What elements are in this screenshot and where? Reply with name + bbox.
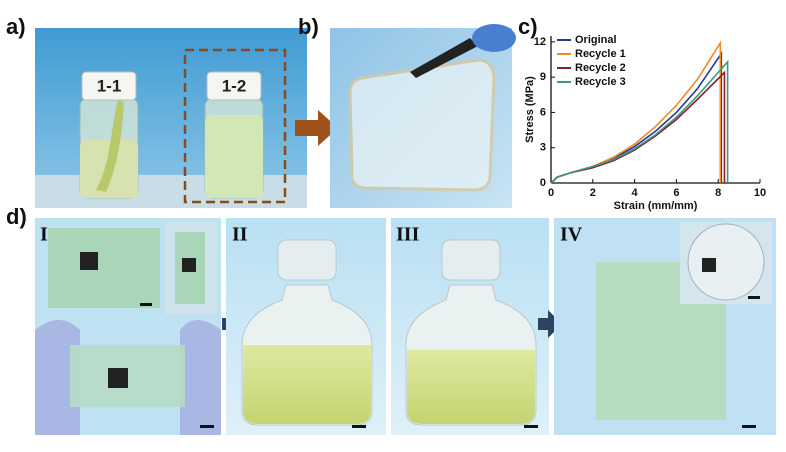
chip [702, 258, 716, 272]
series-line [550, 59, 729, 184]
step-label: IV [560, 224, 583, 246]
y-tick-label: 0 [540, 177, 546, 189]
vial-cap [81, 71, 137, 101]
arrow [538, 310, 562, 338]
bottle-stopper [277, 239, 337, 281]
x-tick-label: 6 [673, 187, 679, 199]
chip [182, 258, 196, 272]
series-line [550, 70, 726, 184]
tweezers [410, 38, 478, 78]
arrow [295, 110, 338, 146]
y-tick-label: 12 [534, 36, 546, 48]
x-tick-label: 8 [715, 187, 721, 199]
vial-label: 1-2 [222, 76, 247, 95]
y-tick-label: 6 [540, 106, 546, 118]
panel-label: a) [6, 14, 26, 39]
x-tick-label: 10 [754, 187, 766, 199]
substrate [48, 228, 160, 308]
panel-label: d) [6, 204, 27, 229]
scale-bar [352, 425, 366, 428]
vial-cap [206, 71, 262, 101]
panel-label: b) [298, 14, 319, 39]
film [96, 100, 124, 192]
legend-label: Original [575, 34, 617, 46]
scale-bar [200, 425, 214, 428]
glove [472, 24, 516, 52]
panel-label: c) [518, 14, 538, 39]
y-tick-label: 9 [540, 71, 546, 83]
x-tick-label: 0 [548, 187, 554, 199]
step-label: I [40, 224, 48, 246]
step-label: II [232, 224, 248, 246]
scale-bar [524, 425, 538, 428]
legend-label: Recycle 3 [575, 76, 626, 88]
legend-label: Recycle 1 [575, 48, 626, 60]
y-tick-label: 3 [540, 142, 546, 154]
legend-label: Recycle 2 [575, 62, 626, 74]
scale-bar [140, 303, 152, 306]
y-axis-label: Stress (MPa) [524, 76, 536, 143]
x-tick-label: 2 [590, 187, 596, 199]
chip [108, 368, 128, 388]
vial-liquid [205, 115, 263, 198]
scale-bar [748, 296, 760, 299]
scale-bar [742, 425, 756, 428]
solution [243, 345, 371, 424]
x-axis-label: Strain (mm/mm) [614, 200, 698, 212]
petri-dish [687, 223, 765, 301]
vial-label: 1-1 [97, 76, 122, 95]
chip [80, 252, 98, 270]
solution [407, 350, 535, 424]
x-tick-label: 4 [632, 187, 639, 199]
dashed-box [183, 48, 287, 204]
glove [35, 320, 80, 435]
glove [180, 320, 221, 435]
step-label: III [396, 224, 420, 246]
hydrogel-film [348, 58, 496, 192]
bottle-stopper [441, 239, 501, 281]
